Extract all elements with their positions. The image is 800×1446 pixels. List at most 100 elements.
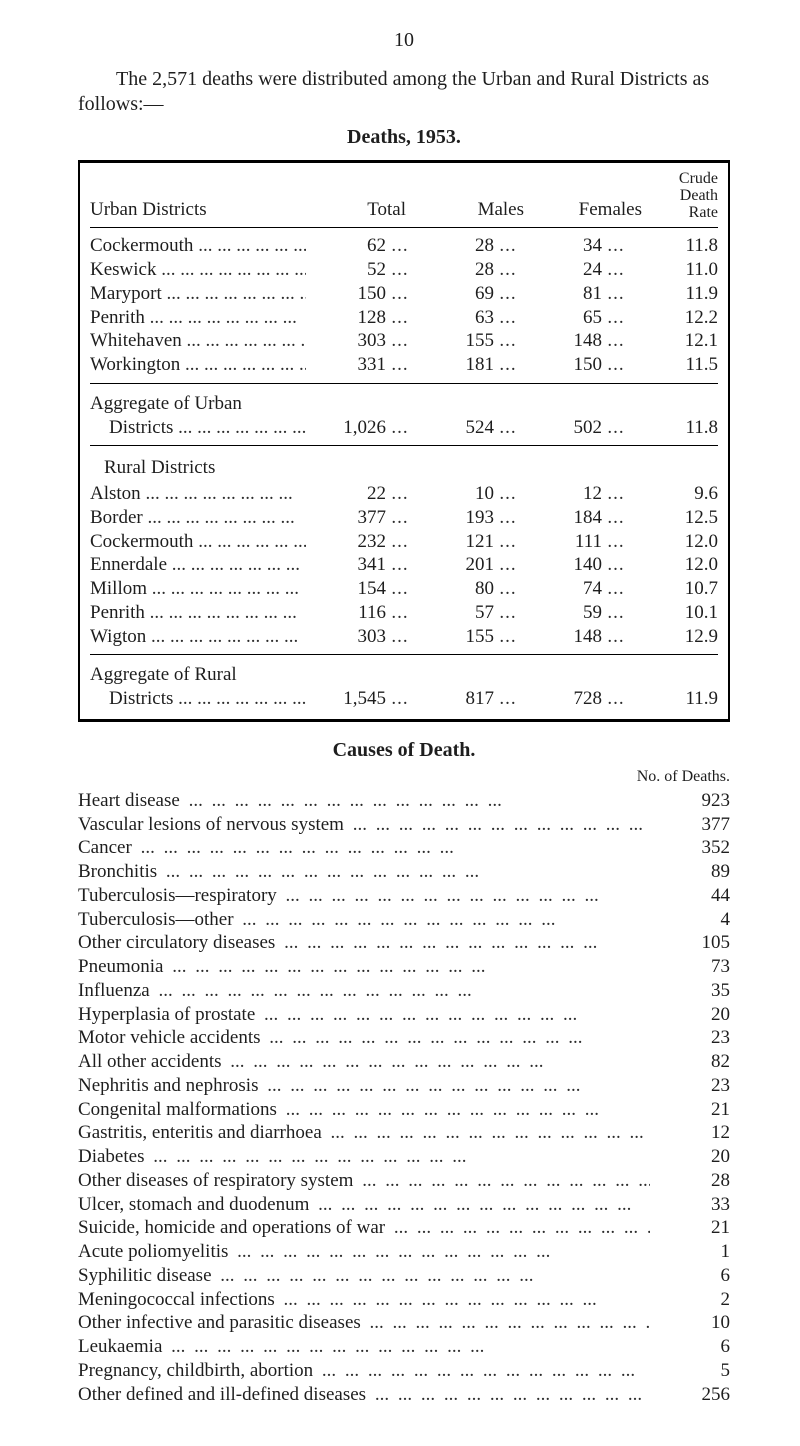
causes-title: Causes of Death. <box>78 738 730 763</box>
district-name: Penrith <box>90 601 306 625</box>
dots: ... <box>386 625 414 649</box>
cause-row: Motor vehicle accidents23 <box>78 1026 730 1050</box>
cause-row: Hyperplasia of prostate20 <box>78 1003 730 1027</box>
cause-value: 44 <box>650 884 730 908</box>
cause-name: Nephritis and nephrosis <box>78 1074 650 1098</box>
cause-name: Ulcer, stomach and duodenum <box>78 1193 650 1217</box>
aggregate-rural-label1: Aggregate of Rural <box>90 663 718 687</box>
dots: ... <box>602 625 630 649</box>
cell-rate: 11.8 <box>630 234 718 258</box>
cause-row: Pneumonia73 <box>78 955 730 979</box>
cause-name: Motor vehicle accidents <box>78 1026 650 1050</box>
district-name: Cockermouth <box>90 234 306 258</box>
cause-name: Pregnancy, childbirth, abortion <box>78 1359 650 1383</box>
cause-name: Bronchitis <box>78 860 650 884</box>
dots: ... <box>494 353 522 377</box>
deaths-table: Urban Districts Total Males Females Crud… <box>78 160 730 722</box>
cell-rate: 12.0 <box>630 553 718 577</box>
cause-row: Bronchitis89 <box>78 860 730 884</box>
cause-value: 352 <box>650 836 730 860</box>
table-row: Cockermouth232...121...111...12.0 <box>90 530 718 554</box>
aggregate-urban-row: Districts 1,026 ... 524 ... 502 ... 11.8 <box>90 416 718 440</box>
cause-row: Meningococcal infections2 <box>78 1288 730 1312</box>
cell-total: 232 <box>306 530 386 554</box>
cause-name: Pneumonia <box>78 955 650 979</box>
dots: ... <box>494 553 522 577</box>
cell-total: 377 <box>306 506 386 530</box>
agg-urban-males: 524 <box>414 416 494 440</box>
cell-rate: 9.6 <box>630 482 718 506</box>
cell-females: 12 <box>522 482 602 506</box>
dots: ... <box>386 258 414 282</box>
cell-males: 121 <box>414 530 494 554</box>
dots: ... <box>602 258 630 282</box>
table-row: Workington331...181...150...11.5 <box>90 353 718 377</box>
agg-rural-males: 817 <box>414 687 494 711</box>
dots: ... <box>386 329 414 353</box>
cell-males: 28 <box>414 258 494 282</box>
cause-name: All other accidents <box>78 1050 650 1074</box>
cause-value: 923 <box>650 789 730 813</box>
cell-rate: 12.2 <box>630 306 718 330</box>
causes-column-header: No. of Deaths. <box>78 767 730 787</box>
cell-males: 155 <box>414 329 494 353</box>
cause-row: Congenital malformations21 <box>78 1098 730 1122</box>
agg-rural-label2: Districts <box>109 688 173 709</box>
cause-name: Heart disease <box>78 789 650 813</box>
cause-row: Vascular lesions of nervous system377 <box>78 813 730 837</box>
cause-value: 21 <box>650 1216 730 1240</box>
col-rate-l1: Crude <box>679 170 718 187</box>
table-row: Penrith128...63...65...12.2 <box>90 306 718 330</box>
cell-males: 80 <box>414 577 494 601</box>
table-row: Keswick52...28...24...11.0 <box>90 258 718 282</box>
district-name: Cockermouth <box>90 530 306 554</box>
cause-value: 4 <box>650 908 730 932</box>
dots: ... <box>494 258 522 282</box>
cause-value: 20 <box>650 1003 730 1027</box>
cause-name: Leukaemia <box>78 1335 650 1359</box>
cell-total: 341 <box>306 553 386 577</box>
cause-value: 33 <box>650 1193 730 1217</box>
district-name: Ennerdale <box>90 553 306 577</box>
cell-total: 331 <box>306 353 386 377</box>
cell-rate: 12.5 <box>630 506 718 530</box>
col-males: Males <box>416 198 534 222</box>
table-row: Maryport150...69...81...11.9 <box>90 282 718 306</box>
cause-name: Meningococcal infections <box>78 1288 650 1312</box>
dots: ... <box>602 577 630 601</box>
cell-females: 148 <box>522 625 602 649</box>
cause-row: Acute poliomyelitis1 <box>78 1240 730 1264</box>
cell-rate: 12.9 <box>630 625 718 649</box>
agg-urban-total: 1,026 <box>306 416 386 440</box>
dots: ... <box>386 601 414 625</box>
dots: ... <box>602 282 630 306</box>
dots: ... <box>386 353 414 377</box>
cause-value: 89 <box>650 860 730 884</box>
cell-total: 22 <box>306 482 386 506</box>
district-name: Millom <box>90 577 306 601</box>
cause-value: 21 <box>650 1098 730 1122</box>
dots: ... <box>494 601 522 625</box>
cell-females: 140 <box>522 553 602 577</box>
cause-value: 105 <box>650 931 730 955</box>
dots: ... <box>602 530 630 554</box>
cause-value: 20 <box>650 1145 730 1169</box>
causes-col-label: No. of Deaths. <box>580 767 730 787</box>
col-females: Females <box>534 198 652 222</box>
dots: ... <box>602 306 630 330</box>
aggregate-rural-row: Districts 1,545 ... 817 ... 728 ... 11.9 <box>90 687 718 711</box>
cell-males: 63 <box>414 306 494 330</box>
cell-total: 150 <box>306 282 386 306</box>
cause-row: Gastritis, enteritis and diarrhoea12 <box>78 1121 730 1145</box>
cause-value: 10 <box>650 1311 730 1335</box>
cause-value: 28 <box>650 1169 730 1193</box>
cell-males: 193 <box>414 506 494 530</box>
cause-name: Other defined and ill-defined diseases <box>78 1383 650 1407</box>
cell-females: 59 <box>522 601 602 625</box>
table-row: Alston22...10...12...9.6 <box>90 482 718 506</box>
page-number: 10 <box>78 28 730 53</box>
aggregate-rural-section: Aggregate of Rural Districts 1,545 ... 8… <box>90 654 718 711</box>
district-name: Maryport <box>90 282 306 306</box>
cause-row: Pregnancy, childbirth, abortion5 <box>78 1359 730 1383</box>
page: 10 The 2,571 deaths were distributed amo… <box>0 0 800 1446</box>
